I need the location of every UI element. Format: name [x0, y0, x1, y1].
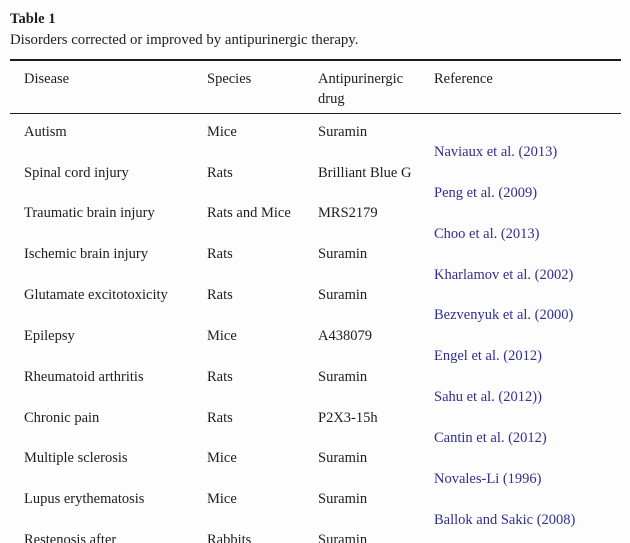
reference-cell: Engel et al. (2012): [434, 326, 621, 367]
disease-cell: Autism: [24, 123, 67, 140]
reference-link[interactable]: Sahu et al. (2012)): [434, 389, 542, 406]
drug-cell: MRS2179: [318, 205, 378, 222]
disease-cell: Glutamate excitotoxicity: [24, 287, 168, 304]
table-row: Autism Mice Suramin Naviaux et al. (2013…: [10, 113, 621, 162]
species-cell: Rats: [207, 409, 233, 426]
table-row: Epilepsy Mice A438079 Engel et al. (2012…: [10, 326, 621, 367]
table-row: Rheumatoid arthritis Rats Suramin Sahu e…: [10, 367, 621, 408]
disease-cell: Rheumatoid arthritis: [24, 368, 144, 385]
header-row: Disease Species Antipurinergic drug Refe…: [10, 60, 621, 114]
reference-cell: Kharlamov et al. (2002): [434, 244, 621, 285]
reference-link[interactable]: Cantin et al. (2012): [434, 429, 547, 446]
reference-link[interactable]: Bezvenyuk et al. (2000): [434, 307, 574, 324]
reference-link[interactable]: Novales-Li (1996): [434, 470, 542, 487]
column-header-species: Species: [207, 60, 318, 114]
column-header-antipurinergic-drug: Antipurinergic drug: [318, 60, 434, 114]
drug-cell: Suramin: [318, 531, 368, 543]
reference-link[interactable]: Engel et al. (2012): [434, 348, 542, 365]
species-cell: Mice: [207, 491, 237, 508]
reference-cell: Cantin et al. (2012): [434, 408, 621, 449]
drug-cell: Suramin: [318, 450, 368, 467]
species-cell: Rabbits: [207, 531, 252, 543]
table-label: Table 1: [10, 11, 56, 27]
table-row: Restenosis after angioplasty Rabbits Sur…: [10, 530, 621, 543]
species-cell: Mice: [207, 327, 237, 344]
drug-cell: P2X3-15h: [318, 409, 378, 426]
drug-cell: Suramin: [318, 491, 368, 508]
table-header: Disease Species Antipurinergic drug Refe…: [10, 60, 621, 114]
table-caption: Disorders corrected or improved by antip…: [10, 32, 359, 48]
table-row: Ischemic brain injury Rats Suramin Kharl…: [10, 244, 621, 285]
reference-link[interactable]: Ballok and Sakic (2008): [434, 511, 576, 528]
drug-cell: Brilliant Blue G: [318, 164, 412, 181]
species-cell: Rats: [207, 164, 233, 181]
disease-cell: Ischemic brain injury: [24, 246, 149, 263]
reference-cell: Novales-Li (1996): [434, 448, 621, 489]
drug-cell: Suramin: [318, 368, 368, 385]
table-row: Multiple sclerosis Mice Suramin Novales-…: [10, 448, 621, 489]
species-cell: Rats and Mice: [207, 205, 291, 222]
reference-link[interactable]: Peng et al. (2009): [434, 185, 538, 202]
reference-cell: Ballok and Sakic (2008): [434, 489, 621, 530]
drug-cell: Suramin: [318, 246, 368, 263]
disorders-table: Disease Species Antipurinergic drug Refe…: [10, 59, 621, 543]
reference-cell: Choo et al. (2013): [434, 203, 621, 244]
table-row: Chronic pain Rats P2X3-15h Cantin et al.…: [10, 408, 621, 449]
species-cell: Mice: [207, 450, 237, 467]
species-cell: Rats: [207, 368, 233, 385]
reference-cell: Peng et al. (2009): [434, 163, 621, 204]
disease-cell: Epilepsy: [24, 327, 75, 344]
reference-cell: Bezvenyuk et al. (2000): [434, 285, 621, 326]
species-cell: Rats: [207, 246, 233, 263]
table-row: Lupus erythematosis Mice Suramin Ballok …: [10, 489, 621, 530]
species-cell: Mice: [207, 123, 237, 140]
table-row: Spinal cord injury Rats Brilliant Blue G…: [10, 163, 621, 204]
column-header-reference: Reference: [434, 60, 621, 114]
column-header-disease: Disease: [10, 60, 207, 114]
reference-cell: Naviaux et al. (2013): [434, 113, 621, 162]
drug-cell: Suramin: [318, 123, 368, 140]
reference-link[interactable]: Kharlamov et al. (2002): [434, 266, 574, 283]
table-row: Traumatic brain injury Rats and Mice MRS…: [10, 203, 621, 244]
reference-link[interactable]: Choo et al. (2013): [434, 225, 540, 242]
table-row: Glutamate excitotoxicity Rats Suramin Be…: [10, 285, 621, 326]
disease-cell: Lupus erythematosis: [24, 491, 145, 508]
table-body: Autism Mice Suramin Naviaux et al. (2013…: [10, 113, 621, 543]
reference-cell: Sahu et al. (2012)): [434, 367, 621, 408]
drug-cell: Suramin: [318, 287, 368, 304]
reference-link[interactable]: Naviaux et al. (2013): [434, 144, 558, 161]
species-cell: Rats: [207, 287, 233, 304]
reference-cell: Gray et al. (1999): [434, 530, 621, 543]
disease-cell: Spinal cord injury: [24, 164, 129, 181]
disease-cell: Restenosis after angioplasty: [24, 531, 117, 543]
disease-cell: Multiple sclerosis: [24, 450, 128, 467]
disease-cell: Traumatic brain injury: [24, 205, 155, 222]
disease-cell: Chronic pain: [24, 409, 100, 426]
drug-cell: A438079: [318, 327, 372, 344]
